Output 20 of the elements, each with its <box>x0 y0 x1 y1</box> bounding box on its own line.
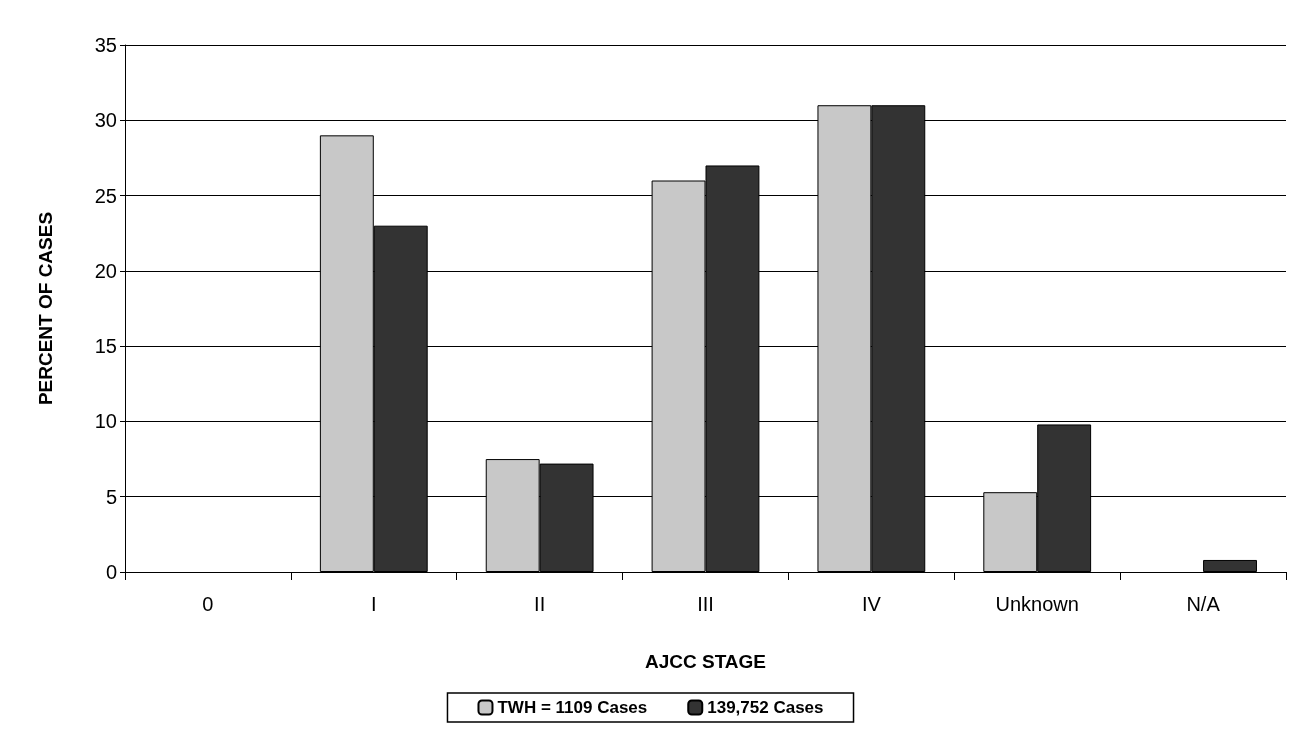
x-tick-label: III <box>697 593 714 615</box>
legend-label: 139,752 Cases <box>707 698 824 717</box>
x-tick-label: Unknown <box>995 593 1079 615</box>
x-tick-label: II <box>534 593 546 615</box>
y-tick-label: 10 <box>94 410 117 433</box>
y-tick-label: 5 <box>105 485 117 508</box>
y-tick-label: 35 <box>94 34 117 56</box>
y-tick-label: 30 <box>94 109 117 132</box>
y-tick-label: 15 <box>94 335 117 358</box>
y-tick-label: 0 <box>105 561 117 583</box>
x-tick-label: 0 <box>202 593 214 615</box>
x-axis-title: AJCC STAGE <box>644 651 767 672</box>
x-tick-label: N/A <box>1186 593 1221 615</box>
y-axis-title: PERCENT OF CASES <box>35 211 56 406</box>
x-tick-label: I <box>371 593 377 615</box>
y-tick-label: 25 <box>94 184 117 207</box>
legend-label: TWH = 1109 Cases <box>497 698 648 717</box>
y-tick-label: 20 <box>94 259 117 282</box>
x-tick-label: IV <box>861 593 882 615</box>
bar <box>1203 559 1257 572</box>
